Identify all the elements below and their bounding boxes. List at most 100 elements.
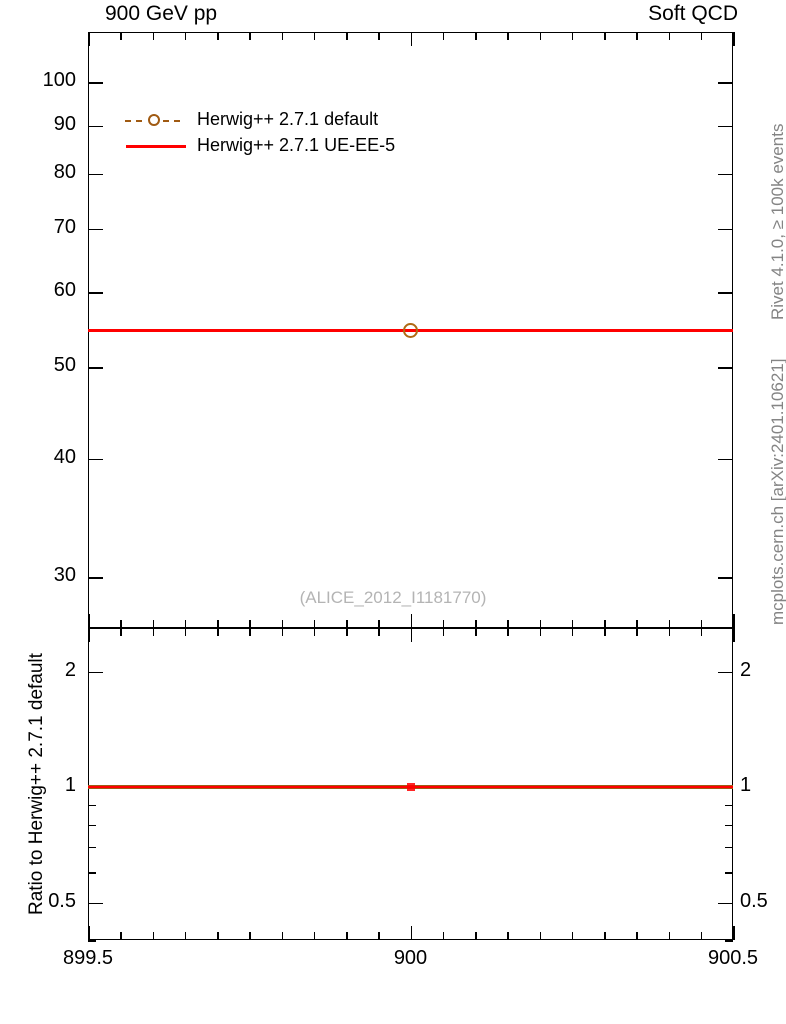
main-ytick xyxy=(88,125,103,128)
ratio-ytick xyxy=(88,824,96,827)
ratio-xtick xyxy=(346,628,348,636)
analysis-id-watermark: (ALICE_2012_I1181770) xyxy=(299,588,487,607)
main-xtick xyxy=(120,620,122,628)
main-xtick xyxy=(281,32,284,40)
main-xtick xyxy=(733,614,735,628)
ratio-ytick-label: 2 xyxy=(64,658,76,681)
main-xtick xyxy=(410,614,413,628)
main-xtick xyxy=(346,32,348,40)
main-ytick-label: 90 xyxy=(53,112,76,135)
main-ytick xyxy=(88,292,103,294)
main-ytick xyxy=(88,577,103,579)
ratio-ytick-label-right: 1 xyxy=(740,774,752,797)
main-xtick xyxy=(507,620,509,628)
ratio-ytick xyxy=(725,824,733,827)
ratio-xtick xyxy=(475,932,477,940)
ratio-xtick xyxy=(410,628,413,642)
ratio-xtick xyxy=(410,926,413,940)
ratio-xtick xyxy=(346,932,348,940)
header-right-label: Soft QCD xyxy=(648,2,738,25)
ratio-xtick xyxy=(120,932,122,940)
ratio-xtick xyxy=(281,932,284,940)
main-xtick xyxy=(668,620,671,628)
ratio-ytick xyxy=(718,902,733,905)
main-xtick xyxy=(410,32,413,46)
main-xtick xyxy=(184,620,187,628)
ratio-xtick xyxy=(668,932,671,940)
legend-swatch-solid-line-icon xyxy=(125,134,187,160)
ratio-xtick xyxy=(475,628,477,636)
main-ytick xyxy=(88,228,103,231)
main-xtick xyxy=(378,32,380,40)
ratio-ytick-label-right: 0.5 xyxy=(740,889,768,912)
main-xtick xyxy=(539,32,542,40)
main-xtick xyxy=(539,620,542,628)
main-xtick xyxy=(378,620,380,628)
rivet-version-label: Rivet 4.1.0, ≥ 100k events xyxy=(768,123,786,320)
main-ytick xyxy=(88,82,103,84)
main-ytick-label: 60 xyxy=(53,279,76,302)
ratio-xtick xyxy=(700,628,703,636)
main-xtick xyxy=(507,32,509,40)
ratio-xtick xyxy=(217,628,219,636)
ratio-xtick xyxy=(378,932,380,940)
ratio-xtick xyxy=(281,628,284,636)
legend-swatch-dashed-circle-icon xyxy=(125,108,187,134)
main-xtick xyxy=(120,32,122,40)
ratio-ytick xyxy=(88,902,103,905)
ratio-xtick xyxy=(249,932,251,940)
main-xtick xyxy=(442,32,445,40)
main-ytick xyxy=(718,577,733,579)
ratio-xtick xyxy=(507,628,509,636)
series-marker-default xyxy=(403,322,418,338)
ratio-xtick xyxy=(249,628,251,636)
main-ytick xyxy=(718,367,733,369)
main-xtick xyxy=(249,620,251,628)
main-xtick xyxy=(217,620,219,628)
main-ytick xyxy=(718,173,733,176)
main-xtick xyxy=(700,32,703,40)
main-ytick-label: 50 xyxy=(53,354,76,377)
main-ytick-label: 30 xyxy=(53,564,76,586)
ratio-ytick xyxy=(718,671,733,674)
main-ytick xyxy=(88,458,103,461)
main-ytick xyxy=(718,292,733,294)
ratio-xtick xyxy=(636,628,638,636)
main-xtick xyxy=(636,620,638,628)
ratio-axis-title: Ratio to Herwig++ 2.7.1 default xyxy=(26,653,47,915)
xtick-label: 900 xyxy=(393,947,428,969)
ratio-xtick xyxy=(539,628,542,636)
ratio-marker xyxy=(406,783,415,792)
main-ytick-label: 80 xyxy=(53,160,76,183)
main-xtick xyxy=(636,32,638,40)
main-ytick-label: 70 xyxy=(53,215,76,238)
ratio-xtick xyxy=(378,628,380,636)
ratio-xtick xyxy=(733,628,735,642)
main-ytick xyxy=(718,125,733,128)
ratio-xtick xyxy=(733,926,735,940)
ratio-ytick-label: 0.5 xyxy=(48,889,76,912)
ratio-xtick xyxy=(217,932,219,940)
ratio-ytick xyxy=(88,872,96,874)
main-xtick xyxy=(571,620,574,628)
ratio-xtick xyxy=(604,932,606,940)
ratio-xtick xyxy=(313,932,316,940)
xtick-label: 900.5 xyxy=(707,947,759,969)
ratio-ytick-label: 1 xyxy=(64,774,76,797)
main-xtick xyxy=(249,32,251,40)
ratio-xtick xyxy=(507,932,509,940)
main-ytick xyxy=(88,367,103,369)
main-xtick xyxy=(475,620,477,628)
main-ytick xyxy=(88,173,103,176)
main-xtick xyxy=(475,32,477,40)
main-xtick xyxy=(88,614,90,628)
ratio-ytick-label-right: 2 xyxy=(740,658,752,681)
ratio-ytick xyxy=(88,940,96,942)
main-xtick xyxy=(604,32,606,40)
xtick-label: 899.5 xyxy=(62,947,114,969)
ratio-xtick xyxy=(636,932,638,940)
main-xtick xyxy=(217,32,219,40)
main-xtick xyxy=(313,620,316,628)
